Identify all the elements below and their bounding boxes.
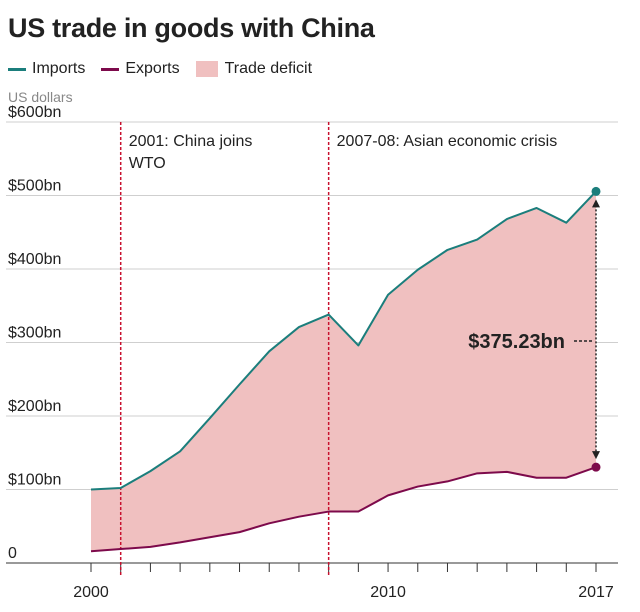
legend-item-deficit: Trade deficit xyxy=(195,60,313,78)
y-tick-label: $600bn xyxy=(8,104,61,121)
y-tick-label: $100bn xyxy=(8,472,61,489)
x-tick-label: 2010 xyxy=(370,584,406,601)
chart-title: US trade in goods with China xyxy=(8,13,375,43)
event-annotation: 2007-08: Asian economic crisis xyxy=(337,133,558,150)
exports-end-point xyxy=(591,462,601,472)
imports-line xyxy=(90,190,597,491)
event-annotation: WTO xyxy=(129,155,166,172)
legend-item-imports: Imports xyxy=(8,60,85,78)
deficit-callout-label: $375.23bn xyxy=(468,331,565,353)
y-tick-label: 0 xyxy=(8,545,17,562)
legend-label-imports: Imports xyxy=(32,60,86,77)
x-tick-label: 2017 xyxy=(578,584,614,601)
legend-label-exports: Exports xyxy=(125,60,180,77)
deficit-arrow-head-up xyxy=(592,199,600,208)
deficit-arrow-head-down xyxy=(592,451,600,460)
y-tick-label: $200bn xyxy=(8,398,61,415)
y-tick-label: $500bn xyxy=(8,178,61,195)
legend-item-exports: Exports xyxy=(101,60,180,78)
exports-line xyxy=(90,466,597,553)
event-annotation: 2001: China joins xyxy=(129,133,253,150)
legend: Imports Exports Trade deficit xyxy=(8,60,328,78)
x-tick-label: 2000 xyxy=(73,584,109,601)
legend-swatch-imports xyxy=(8,67,26,71)
trade-deficit-area xyxy=(91,191,596,552)
legend-swatch-exports xyxy=(101,67,120,71)
y-tick-label: $400bn xyxy=(8,251,61,268)
imports-end-point xyxy=(591,186,601,196)
legend-label-deficit: Trade deficit xyxy=(224,60,313,77)
y-axis-unit-label: US dollars xyxy=(8,89,73,105)
legend-swatch-deficit xyxy=(195,61,218,77)
y-tick-label: $300bn xyxy=(8,325,61,342)
